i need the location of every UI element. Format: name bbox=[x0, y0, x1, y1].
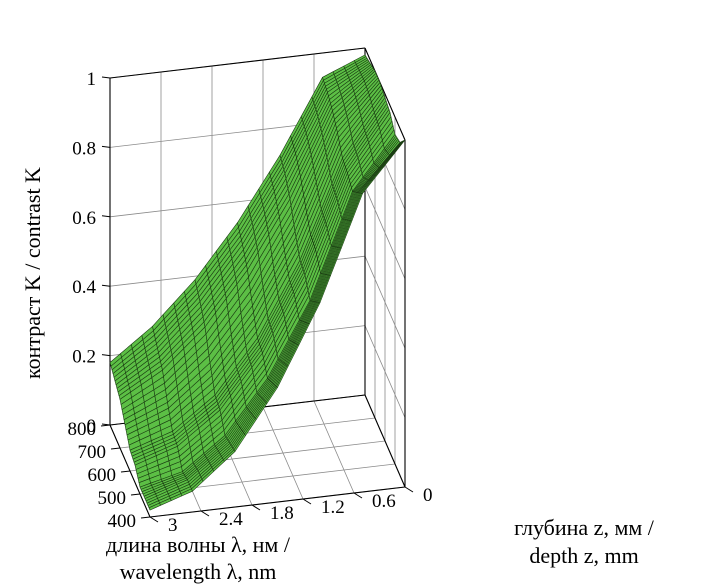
contrast-tick-mark bbox=[101, 354, 111, 357]
y-axis-title-line2: depth z, mm bbox=[529, 543, 638, 568]
depth-tick-mark bbox=[200, 510, 210, 517]
contrast-tick-label: 0.6 bbox=[72, 208, 96, 229]
contrast-tick-label: 1 bbox=[87, 69, 97, 90]
depth-tick-label: 0.6 bbox=[372, 491, 396, 512]
y-axis-title-line1: глубина z, мм / bbox=[514, 515, 655, 540]
right-wall-grid-line bbox=[364, 325, 406, 418]
contrast-tick-label: 0.4 bbox=[72, 277, 96, 298]
wavelength-tick-label: 500 bbox=[98, 488, 127, 509]
depth-tick-mark bbox=[404, 486, 414, 493]
depth-tick-label: 2.4 bbox=[219, 509, 243, 530]
contrast-tick-mark bbox=[101, 284, 111, 287]
x-axis-title-line1: длина волны λ, нм / bbox=[106, 532, 291, 557]
surface-plot bbox=[109, 54, 406, 511]
contrast-tick-label: 0.8 bbox=[72, 138, 96, 159]
contrast-tick-label: 0.2 bbox=[72, 347, 96, 368]
wavelength-tick-label: 600 bbox=[88, 465, 117, 486]
wavelength-tick-label: 700 bbox=[78, 442, 107, 463]
axis-frame-edge bbox=[364, 47, 406, 141]
depth-tick-mark bbox=[302, 498, 312, 505]
wavelength-tick-mark bbox=[110, 447, 121, 450]
axis-frame-edge bbox=[364, 394, 406, 488]
contrast-tick-mark bbox=[101, 145, 111, 148]
contrast-tick-label: 0 bbox=[87, 416, 97, 437]
depth-tick-label: 3 bbox=[168, 515, 178, 536]
x-axis-title-line2: wavelength λ, nm bbox=[120, 559, 277, 584]
axis-frame-edge bbox=[109, 47, 366, 79]
surface-cell bbox=[393, 139, 406, 154]
depth-tick-mark bbox=[353, 492, 363, 499]
right-wall-grid-line bbox=[364, 256, 406, 349]
wavelength-tick-label: 800 bbox=[68, 419, 97, 440]
axis-frame-edge bbox=[149, 486, 406, 518]
wavelength-tick-mark bbox=[130, 493, 141, 496]
right-wall-grid-line bbox=[364, 186, 406, 279]
depth-tick-label: 0 bbox=[423, 485, 433, 506]
contrast-tick-mark bbox=[101, 215, 111, 218]
depth-tick-label: 1.8 bbox=[270, 503, 294, 524]
wavelength-tick-mark bbox=[120, 470, 131, 473]
z-axis-title: контраст K / contrast K bbox=[20, 167, 45, 379]
wavelength-tick-mark bbox=[140, 516, 151, 519]
contrast-tick-mark bbox=[101, 76, 111, 79]
depth-tick-mark bbox=[149, 516, 159, 523]
wavelength-tick-label: 400 bbox=[108, 511, 137, 532]
depth-tick-mark bbox=[251, 504, 261, 511]
floor-grid-line bbox=[313, 400, 355, 494]
floor-grid-line bbox=[262, 406, 304, 500]
depth-tick-label: 1.2 bbox=[321, 497, 345, 518]
wavelength-tick-mark bbox=[100, 424, 111, 427]
